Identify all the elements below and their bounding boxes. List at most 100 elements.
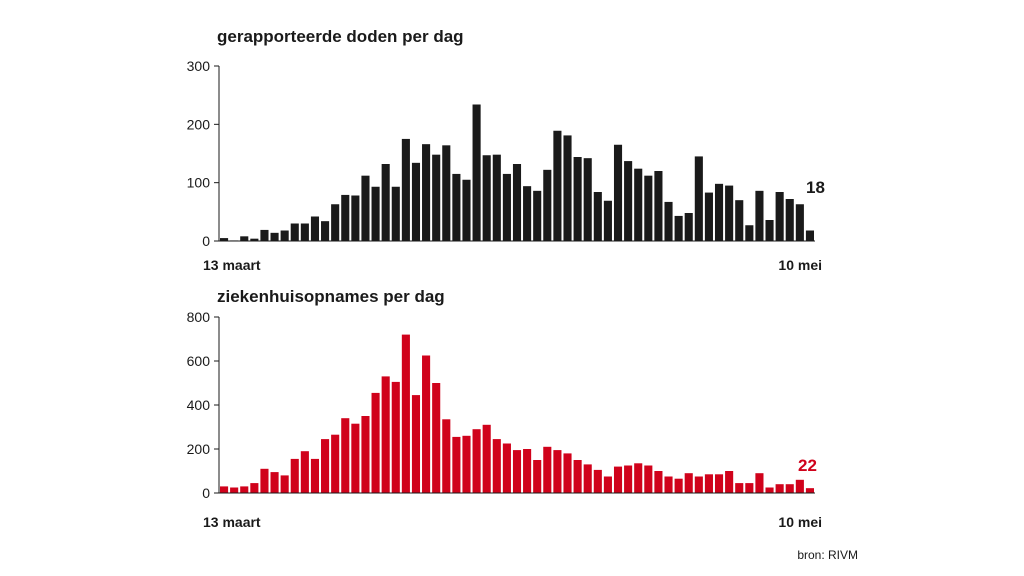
admissions-bar [290,458,299,493]
admissions-bar [240,486,249,493]
admissions-bar [512,450,522,493]
deaths-bar [442,145,451,241]
deaths-x-end-label: 10 mei [778,257,822,273]
admissions-bar [310,458,320,493]
deaths-bar [361,175,370,241]
admissions-bar [583,464,592,493]
admissions-y-tick-label: 400 [187,397,211,413]
deaths-bar [725,185,734,241]
admissions-bar [482,424,491,493]
deaths-bar [573,157,582,241]
admissions-bar [381,376,390,493]
deaths-bar [260,229,269,241]
deaths-y-tick-label: 100 [187,175,211,191]
admissions-bar [361,416,370,493]
admissions-bar [250,483,259,493]
admissions-y-tick-label: 0 [202,485,210,501]
admissions-chart: ziekenhuisopnames per dag 0200400600800 … [187,287,822,530]
deaths-bar [401,138,410,241]
deaths-bar [290,223,299,241]
admissions-bar [280,475,289,493]
deaths-bar [220,238,229,241]
deaths-y-tick-label: 200 [187,116,211,132]
admissions-y-tick-label: 800 [187,309,211,325]
deaths-bar [613,144,623,241]
deaths-bar [240,236,249,241]
deaths-bar [704,192,713,241]
deaths-bar [765,220,774,241]
deaths-bar [553,130,562,241]
admissions-y-tick-label: 600 [187,353,211,369]
admissions-bar [401,334,410,493]
deaths-bar [502,173,511,241]
admissions-bar [462,435,471,493]
admissions-bar [472,429,481,493]
admissions-bars [220,334,814,493]
deaths-bar [411,162,421,241]
admissions-bar [411,395,421,493]
deaths-bar [300,223,309,241]
source-label: bron: RIVM [797,548,858,562]
admissions-bar [603,476,612,493]
deaths-bar [795,204,804,241]
deaths-bar [391,186,400,241]
admissions-bar [755,473,764,493]
admissions-bar [321,439,330,493]
admissions-bar [654,471,663,493]
deaths-bar [805,230,814,241]
deaths-bar [472,104,481,241]
deaths-bar [533,190,542,241]
deaths-bar [674,215,683,241]
admissions-bar [391,381,400,493]
admissions-bar [331,434,340,493]
deaths-bar [351,195,360,241]
deaths-bar [755,190,764,241]
admissions-bar [543,446,552,493]
deaths-x-start-label: 13 maart [203,257,261,273]
deaths-bar [563,135,572,241]
admissions-bar [613,466,623,493]
deaths-bar [452,173,461,241]
deaths-bar [694,156,703,241]
admissions-x-start-label: 13 maart [203,514,261,530]
admissions-bar [684,473,693,493]
deaths-bar [593,192,602,241]
deaths-bar [785,199,794,241]
deaths-bar [422,144,431,241]
admissions-bar [533,460,542,493]
admissions-bar [341,418,350,493]
admissions-bar [765,487,774,493]
deaths-bar [684,213,693,241]
admissions-y-tick-label: 200 [187,441,211,457]
deaths-bar [664,201,673,241]
deaths-bar [321,221,330,241]
admissions-bar [694,476,703,493]
deaths-bar [310,216,320,241]
admissions-bar [714,474,724,493]
admissions-bar [502,443,511,493]
deaths-bar [492,154,501,241]
deaths-y-axis: 0 100 200 300 [187,58,219,249]
admissions-bar [422,355,431,493]
deaths-bar [745,225,754,241]
admissions-bar [371,392,380,493]
admissions-bar [704,474,713,493]
admissions-last-value-label: 22 [798,456,817,475]
admissions-bar [230,487,239,493]
admissions-bar [624,465,633,493]
deaths-bar [583,158,592,241]
admissions-bar [725,471,734,493]
admissions-y-axis: 0 200 400 600 800 [187,309,219,501]
admissions-bar [220,486,229,493]
deaths-bar [432,154,441,241]
admissions-bar [664,476,673,493]
admissions-bar [735,483,744,493]
admissions-bar [300,451,309,493]
admissions-chart-title: ziekenhuisopnames per dag [217,287,445,306]
deaths-bar [543,169,552,241]
admissions-bar [674,478,683,493]
deaths-bar [654,171,663,241]
deaths-bar [371,186,380,241]
deaths-bar [714,183,724,241]
